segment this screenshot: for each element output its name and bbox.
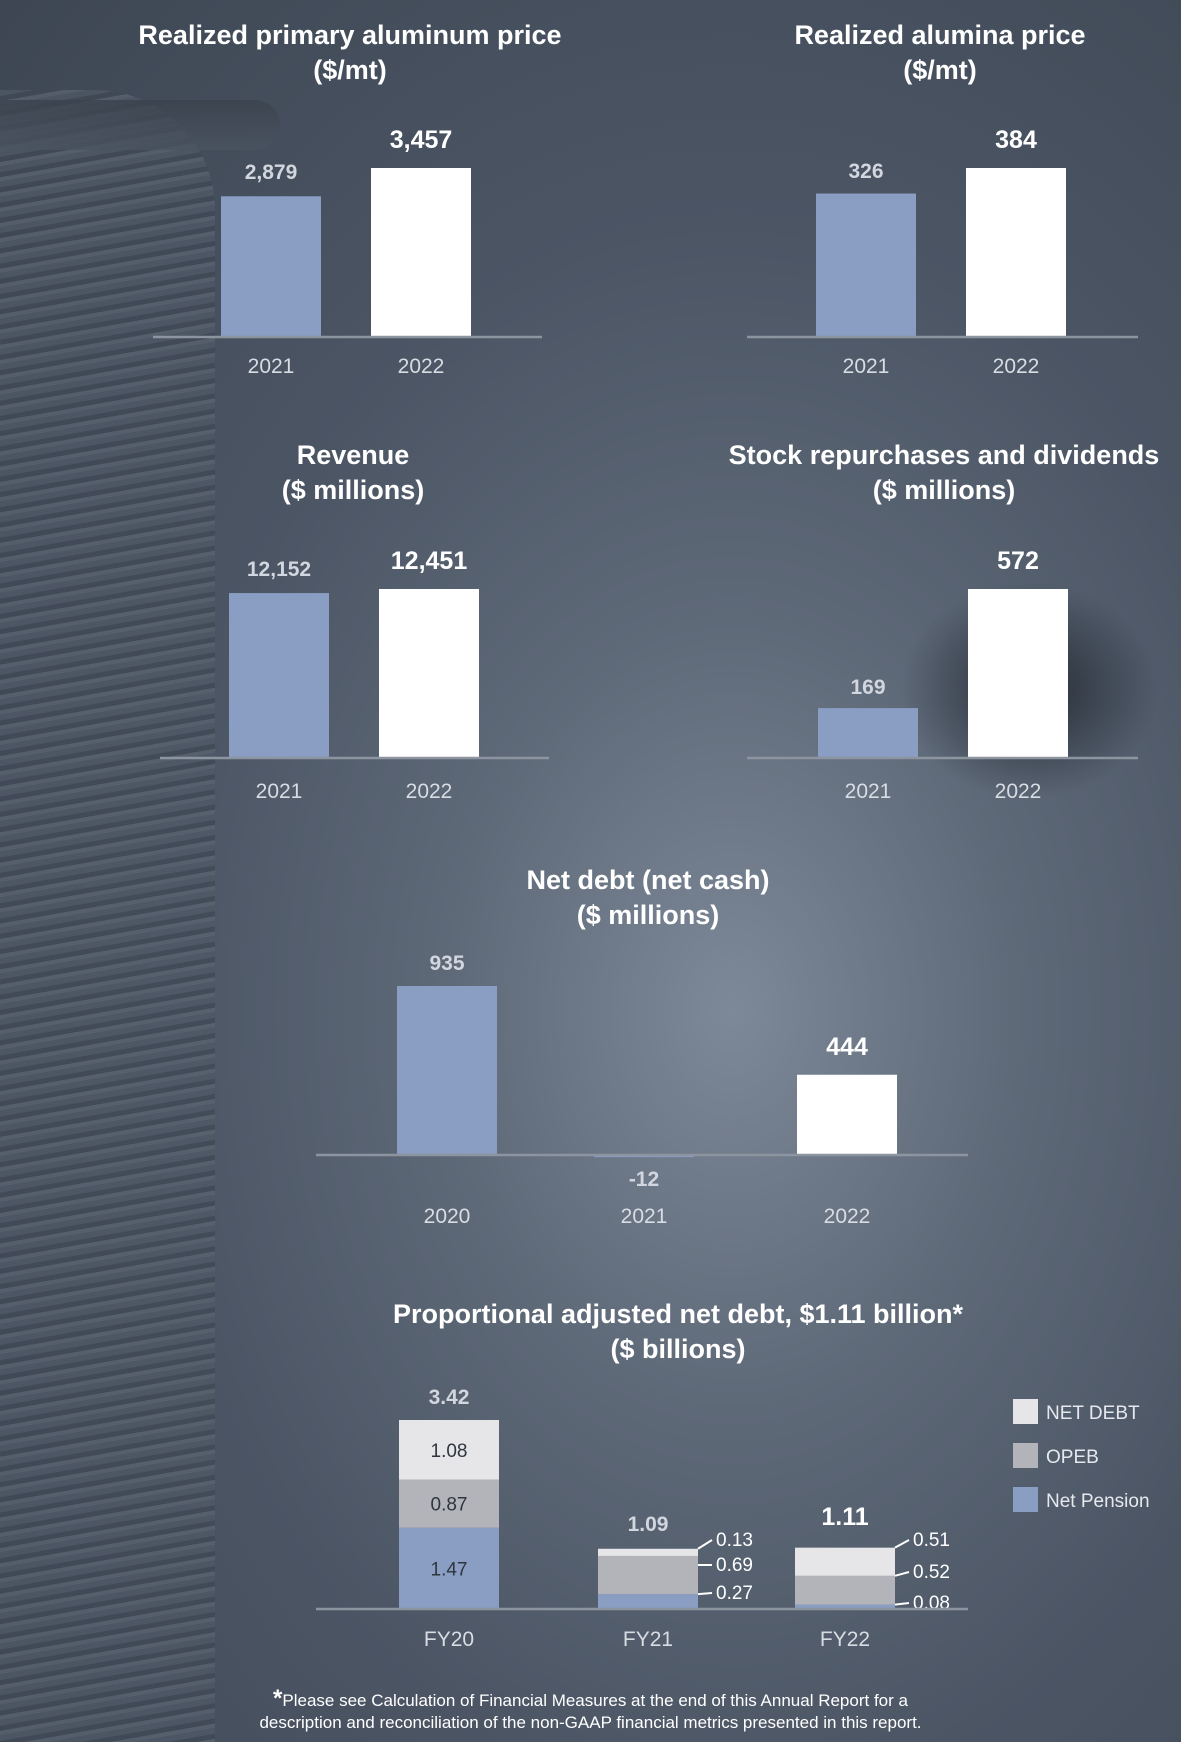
bar-2022 <box>968 589 1068 758</box>
chart-revenue: Revenue ($ millions) 12,152 2021 12,451 2022 <box>160 440 549 803</box>
leader-tick <box>697 1592 713 1596</box>
category-label-2021: 2021 <box>843 355 890 378</box>
segment-net-debt-FY21 <box>598 1548 698 1556</box>
segment-label-opeb: 0.52 <box>913 1562 950 1583</box>
segment-label-net-pension: 1.47 <box>431 1559 468 1580</box>
segment-opeb-FY20 <box>399 1479 499 1528</box>
total-label-FY20: 3.42 <box>429 1386 470 1409</box>
footnote-star: * <box>273 1685 283 1712</box>
chart-subtitle: ($/mt) <box>313 55 387 85</box>
segment-label-opeb: 0.87 <box>431 1495 468 1516</box>
segment-opeb-FY21 <box>598 1555 698 1595</box>
chart-subtitle: ($ billions) <box>611 1334 746 1364</box>
segment-net-debt-FY22 <box>795 1547 895 1576</box>
legend-label-net-debt: NET DEBT <box>1046 1403 1140 1424</box>
bar-2021 <box>816 193 916 337</box>
bar-2022 <box>797 1074 897 1155</box>
segment-net-pension-FY20 <box>399 1527 499 1609</box>
legend-swatch-net-pension <box>1013 1487 1038 1512</box>
chart-title: Stock repurchases and dividends <box>729 440 1160 470</box>
data-label-2021: 326 <box>848 160 883 183</box>
legend-label-net-pension: Net Pension <box>1046 1491 1150 1512</box>
chart-title: Net debt (net cash) <box>526 865 769 895</box>
category-label-2021: 2021 <box>248 355 295 378</box>
segment-label-net-debt: 0.51 <box>913 1530 950 1551</box>
legend-swatch-opeb <box>1013 1443 1038 1468</box>
bar-2022 <box>966 168 1066 337</box>
segment-label-net-debt: 0.13 <box>716 1530 753 1551</box>
chart-subtitle: ($ millions) <box>873 475 1016 505</box>
data-label-2021: -12 <box>629 1168 659 1191</box>
segment-label-opeb: 0.69 <box>716 1555 753 1576</box>
segment-label-net-debt: 1.08 <box>431 1441 468 1462</box>
chart-subtitle: ($ millions) <box>282 475 425 505</box>
category-label-2021: 2021 <box>256 780 303 803</box>
data-label-2021: 169 <box>850 676 885 699</box>
legend-swatch-net-debt <box>1013 1399 1038 1424</box>
data-label-2022: 444 <box>826 1033 868 1061</box>
bar-2020 <box>397 986 497 1155</box>
segment-net-pension-FY22 <box>795 1604 895 1609</box>
legend-label-opeb: OPEB <box>1046 1447 1099 1468</box>
bar-2021 <box>818 708 918 758</box>
total-label-FY22: 1.11 <box>821 1503 868 1531</box>
segment-opeb-FY22 <box>795 1575 895 1605</box>
category-label-2020: 2020 <box>424 1205 471 1228</box>
category-label-2022: 2022 <box>398 355 445 378</box>
category-label-FY22: FY22 <box>820 1628 870 1651</box>
chart-netdebt: Net debt (net cash) ($ millions) 935 2020 -1… <box>316 865 968 1228</box>
category-label-2022: 2022 <box>824 1205 871 1228</box>
data-label-2022: 3,457 <box>390 126 453 154</box>
leader-tick <box>697 1539 713 1550</box>
data-label-2020: 935 <box>429 952 464 975</box>
chart-proportional: Proportional adjusted net debt, $1.11 bi… <box>316 1299 1150 1651</box>
bar-2021 <box>221 196 321 337</box>
chart-title: Proportional adjusted net debt, $1.11 bi… <box>393 1299 964 1329</box>
data-label-2021: 2,879 <box>245 161 298 184</box>
chart-subtitle: ($/mt) <box>903 55 977 85</box>
chart-title: Realized primary aluminum price <box>138 20 561 50</box>
segment-net-pension-FY21 <box>598 1594 698 1609</box>
category-label-FY21: FY21 <box>623 1628 673 1651</box>
segment-label-net-pension: 0.27 <box>716 1583 753 1604</box>
bar-2022 <box>379 589 479 758</box>
chart-alu: Realized primary aluminum price ($/mt) 2,8… <box>138 20 561 378</box>
segment-label-net-pension: 0.08 <box>913 1593 950 1614</box>
category-label-FY20: FY20 <box>424 1628 474 1651</box>
bar-2021 <box>229 593 329 758</box>
chart-buyback: Stock repurchases and dividends ($ millio… <box>729 440 1160 803</box>
footnote: *Please see Calculation of Financial Mea… <box>0 1685 1181 1734</box>
footnote-line-1: Please see Calculation of Financial Meas… <box>282 1691 908 1710</box>
segment-net-debt-FY20 <box>399 1420 499 1480</box>
bar-2022 <box>371 168 471 337</box>
data-label-2022: 12,451 <box>391 547 468 575</box>
chart-alumina: Realized alumina price ($/mt) 326 2021 384 20… <box>747 20 1138 378</box>
data-label-2022: 572 <box>997 547 1039 575</box>
footnote-line-2: description and reconciliation of the no… <box>259 1713 922 1732</box>
chart-title: Realized alumina price <box>794 20 1085 50</box>
category-label-2022: 2022 <box>993 355 1040 378</box>
chart-subtitle: ($ millions) <box>577 900 720 930</box>
total-label-FY21: 1.09 <box>628 1513 669 1536</box>
category-label-2021: 2021 <box>845 780 892 803</box>
category-label-2022: 2022 <box>995 780 1042 803</box>
category-label-2021: 2021 <box>621 1205 668 1228</box>
leader-tick <box>894 1602 910 1606</box>
leader-tick <box>894 1571 910 1577</box>
category-label-2022: 2022 <box>406 780 453 803</box>
chart-title: Revenue <box>297 440 410 470</box>
data-label-2022: 384 <box>995 126 1037 154</box>
legend: NET DEBT OPEB Net Pension <box>1013 1399 1150 1512</box>
leader-tick <box>894 1539 910 1549</box>
data-label-2021: 12,152 <box>247 558 311 581</box>
